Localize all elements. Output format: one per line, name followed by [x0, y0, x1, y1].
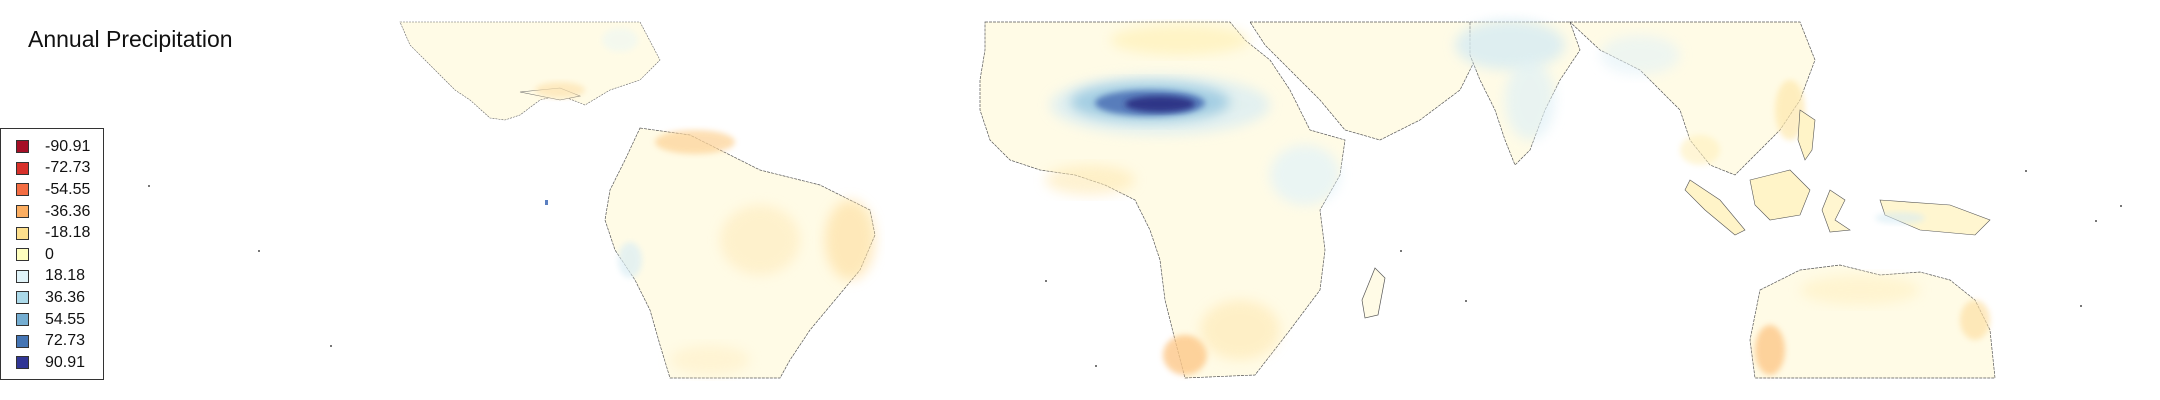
dry-patch-venezuela: [655, 130, 735, 154]
legend-swatch: [16, 334, 29, 348]
island-mark: [2120, 205, 2122, 207]
legend-swatch: [16, 205, 29, 219]
legend-item: 0: [1, 244, 103, 266]
dry-patch-south-africa-interior: [1200, 300, 1280, 360]
wet-patch-java: [1875, 212, 1925, 224]
landmass-philippines: [1797, 109, 1816, 161]
legend-label: -36.36: [45, 202, 91, 220]
landmass-north-america: [399, 21, 661, 121]
legend-item: 36.36: [1, 287, 103, 309]
island-mark: [1400, 250, 1402, 252]
dry-patch-brazil-central: [720, 205, 800, 275]
wet-patch-peru: [618, 242, 642, 278]
wet-patch-east-africa: [1270, 145, 1340, 205]
legend-label: 54.55: [45, 310, 86, 328]
dry-patch-indochina: [1775, 80, 1805, 140]
dry-patch-patagonia: [670, 345, 750, 375]
legend-item: -72.73: [1, 158, 103, 180]
legend-label: 90.91: [45, 353, 86, 371]
legend-item: 54.55: [1, 309, 103, 331]
island-mark: [545, 200, 548, 205]
region-africa: [979, 21, 1386, 379]
island-mark: [258, 250, 260, 252]
wet-patch-himalaya: [1455, 20, 1565, 70]
legend-swatch: [16, 269, 29, 283]
wet-patch-gulf: [602, 28, 638, 52]
legend-item: -36.36: [1, 201, 103, 223]
legend-swatch: [16, 161, 29, 175]
legend-swatch: [16, 226, 29, 240]
legend-label: 18.18: [45, 267, 86, 285]
legend-item: -54.55: [1, 179, 103, 201]
dry-patch-western-australia: [1755, 325, 1785, 375]
legend-item: 90.91: [1, 352, 103, 374]
legend-swatch: [16, 313, 29, 327]
island-mark: [1095, 365, 1097, 367]
legend-label: -72.73: [45, 159, 91, 177]
legend-label: 36.36: [45, 288, 86, 306]
legend-label: -18.18: [45, 224, 91, 242]
island-mark: [330, 345, 332, 347]
legend-swatch: [16, 248, 29, 262]
landmass-madagascar: [1361, 267, 1386, 319]
dry-patch-myanmar: [1680, 135, 1720, 165]
island-mark: [2095, 220, 2097, 222]
legend-swatch: [16, 183, 29, 197]
scattered-islands: [148, 170, 2122, 367]
map-title: Annual Precipitation: [28, 26, 233, 52]
island-mark: [148, 185, 150, 187]
legend: -90.91 -72.73 -54.55 -36.36 -18.18 0 18.…: [0, 128, 104, 380]
island-mark: [1045, 280, 1047, 282]
dry-patch-eastern-australia: [1960, 300, 1990, 340]
legend-item: -18.18: [1, 222, 103, 244]
legend-label: -90.91: [45, 137, 91, 155]
region-south-america: [604, 127, 876, 379]
legend-item: -90.91: [1, 136, 103, 158]
landmass-sumatra: [1684, 179, 1746, 236]
region-asia: [1249, 20, 1816, 176]
dry-patch-west-africa: [1045, 165, 1135, 195]
wet-patch-china: [1600, 35, 1680, 75]
wet-band-sahel-peak: [1125, 96, 1195, 112]
legend-label: 0: [45, 245, 54, 263]
legend-item: 18.18: [1, 266, 103, 288]
wet-patch-india: [1505, 60, 1555, 140]
region-australia: [1749, 264, 1996, 379]
region-maritime-continent: [1684, 109, 1991, 236]
legend-swatch: [16, 356, 29, 370]
landmass-borneo: [1749, 169, 1811, 221]
landmass-sulawesi: [1821, 189, 1851, 233]
dry-patch-mexico: [535, 82, 585, 98]
dry-patch-north-africa: [1110, 25, 1250, 55]
island-mark: [1465, 300, 1467, 302]
legend-label: -54.55: [45, 180, 91, 198]
legend-label: 72.73: [45, 332, 86, 350]
dry-patch-southern-africa: [1163, 335, 1207, 375]
legend-item: 72.73: [1, 330, 103, 352]
dry-patch-northern-australia: [1800, 275, 1920, 305]
legend-swatch: [16, 140, 29, 154]
island-mark: [2025, 170, 2027, 172]
dry-patch-brazil-east: [825, 200, 875, 280]
island-mark: [2080, 305, 2082, 307]
region-central-america: [399, 21, 661, 121]
legend-swatch: [16, 291, 29, 305]
